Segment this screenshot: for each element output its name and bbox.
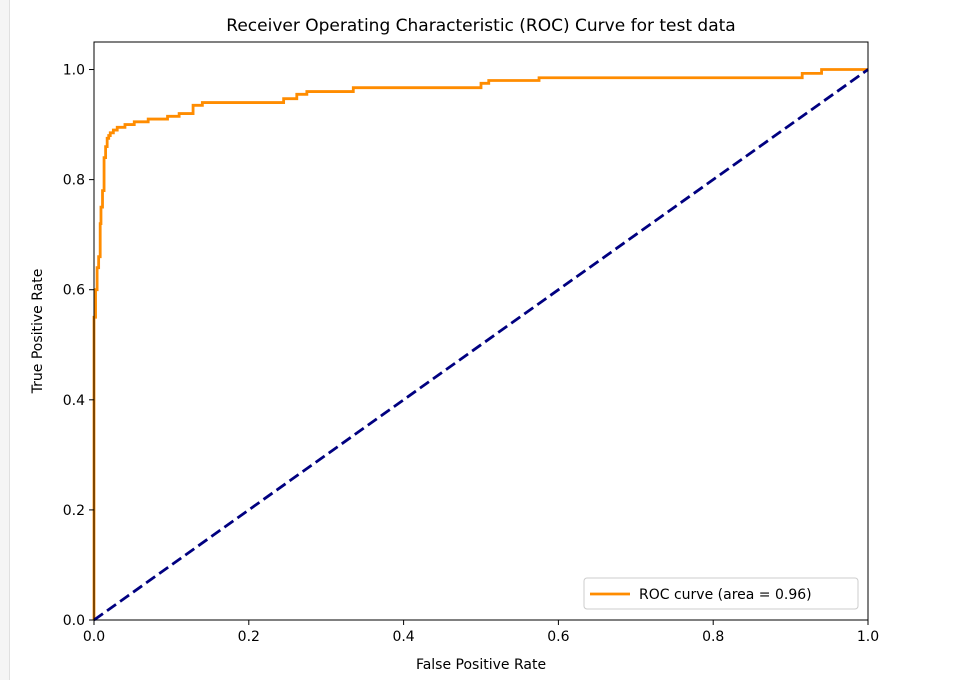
- y-tick-label: 0.8: [63, 173, 85, 189]
- chance-diagonal-line: [93, 68, 869, 622]
- legend-label-roc: ROC curve (area = 0.96): [639, 587, 812, 603]
- x-axis-ticks: 0.0 0.2 0.4 0.6 0.8 1.0: [83, 620, 879, 645]
- y-axis-label: True Positive Rate: [30, 269, 46, 395]
- x-tick-label: 0.0: [83, 629, 105, 645]
- x-tick-label: 0.2: [238, 629, 260, 645]
- x-tick-label: 0.4: [392, 629, 414, 645]
- plot-area: [92, 41, 869, 622]
- y-tick-label: 0.6: [63, 283, 85, 299]
- x-axis-label: False Positive Rate: [416, 657, 546, 673]
- legend-box: [583, 577, 859, 610]
- y-tick-label: 0.4: [63, 393, 85, 409]
- cell-gutter: [0, 0, 10, 680]
- y-tick-label: 0.0: [63, 613, 85, 629]
- chart-title: Receiver Operating Characteristic (ROC) …: [226, 16, 735, 36]
- plot-frame: [93, 41, 869, 621]
- y-axis-ticks: 0.0 0.2 0.4 0.6 0.8 1.0: [63, 63, 94, 629]
- roc-curve-line: [92, 68, 868, 620]
- x-tick-label: 0.6: [547, 629, 569, 645]
- x-tick-label: 1.0: [857, 629, 879, 645]
- y-tick-label: 0.2: [63, 503, 85, 519]
- legend: ROC curve (area = 0.96): [583, 577, 859, 610]
- y-tick-label: 1.0: [63, 63, 85, 79]
- x-tick-label: 0.8: [702, 629, 724, 645]
